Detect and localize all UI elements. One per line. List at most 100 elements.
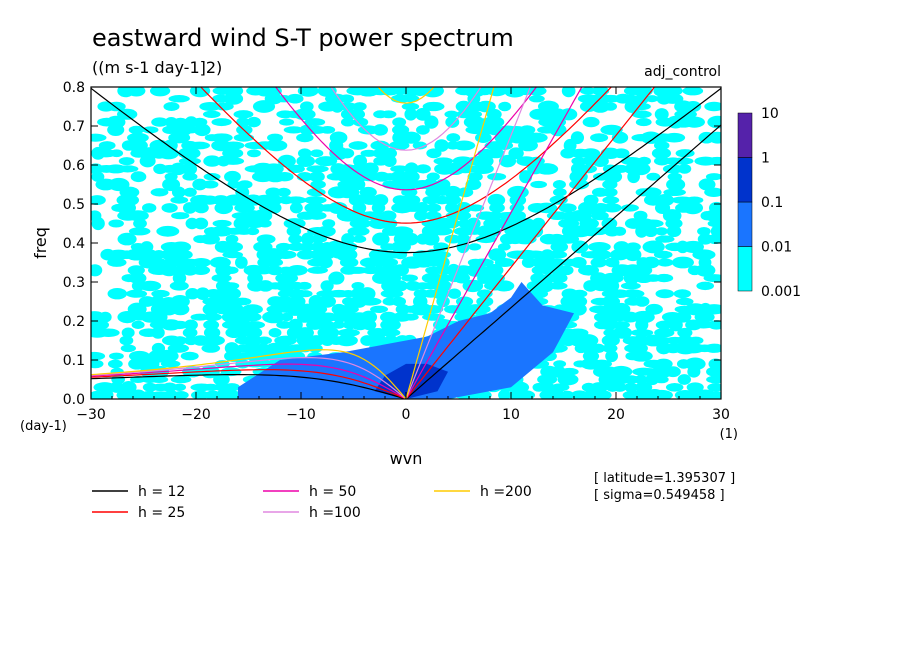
power-cell [473, 154, 494, 168]
power-cell [654, 108, 669, 121]
power-cell [224, 342, 239, 355]
power-cell [126, 289, 148, 298]
power-cell [320, 280, 334, 292]
power-cell [192, 178, 208, 191]
dispersion-curve [91, 374, 407, 399]
power-cell [654, 375, 669, 384]
power-cell [380, 210, 397, 221]
power-cell [552, 188, 567, 197]
power-cell [653, 156, 670, 166]
power-cell [169, 281, 189, 291]
power-cell [336, 241, 358, 253]
power-cell [602, 203, 622, 213]
power-cell [655, 320, 673, 330]
power-cell [468, 243, 482, 251]
power-cell [162, 382, 178, 393]
power-cell [156, 225, 180, 237]
power-cell [390, 226, 414, 237]
power-cell [288, 295, 306, 308]
power-cell [506, 210, 526, 221]
power-cell [549, 272, 568, 284]
power-cell [466, 263, 484, 277]
power-cell [446, 133, 461, 143]
dispersion-curves [91, 87, 721, 399]
power-cell [519, 125, 536, 135]
dispersion-curve [330, 87, 482, 151]
power-cell [655, 235, 675, 243]
power-cell [465, 179, 482, 190]
power-cell [117, 232, 137, 246]
power-cell [256, 336, 272, 345]
power-cell [571, 289, 588, 298]
power-cell [622, 94, 640, 103]
power-cell [339, 148, 355, 159]
power-cell [655, 289, 675, 299]
power-cell [708, 201, 721, 214]
power-cell [108, 219, 124, 228]
power-cell [686, 382, 704, 393]
power-cell [637, 156, 651, 166]
power-cell [416, 125, 430, 135]
power-cell [303, 196, 327, 204]
power-cell [209, 256, 231, 269]
power-cell [372, 232, 390, 246]
power-cell [531, 217, 546, 230]
y-tick-label: 0.5 [63, 197, 85, 213]
power-cell [320, 125, 336, 134]
power-cell [591, 211, 609, 221]
power-cell [631, 110, 652, 119]
x-tick-label: −30 [76, 407, 106, 423]
power-cell [185, 287, 200, 300]
power-cell [645, 95, 659, 103]
power-cell [455, 296, 474, 307]
power-cell [601, 295, 621, 308]
power-cell [433, 157, 454, 165]
dispersion-curve [199, 87, 613, 224]
power-cell [277, 154, 296, 168]
power-cell [434, 139, 449, 152]
power-cell [392, 124, 410, 136]
power-cell [220, 367, 242, 377]
power-cell [624, 248, 642, 262]
power-cell [487, 193, 506, 207]
power-cell [183, 187, 197, 197]
power-cell [583, 194, 599, 206]
power-cell [336, 186, 360, 199]
power-cell [352, 102, 367, 111]
power-cell [107, 359, 123, 369]
power-cell [150, 188, 169, 197]
power-cell [600, 124, 623, 136]
power-cell [704, 343, 721, 353]
power-cell [642, 240, 665, 254]
power-cell [560, 367, 579, 376]
power-cell [299, 101, 314, 112]
power-cell [415, 201, 429, 214]
power-cell [120, 380, 137, 394]
power-cell [276, 320, 293, 329]
power-cell [288, 318, 303, 332]
power-cell [109, 352, 124, 360]
power-cell [191, 265, 211, 275]
power-cell [509, 203, 525, 213]
power-cell [288, 234, 303, 244]
dispersion-curve [405, 87, 531, 399]
power-cell [528, 94, 545, 103]
power-cell [341, 233, 355, 246]
power-cell [227, 180, 241, 189]
dispersion-curve [91, 87, 721, 254]
power-cell [422, 101, 445, 112]
power-cell [665, 87, 683, 96]
power-cell [306, 165, 329, 173]
power-cell [128, 272, 147, 284]
power-cell [184, 319, 198, 331]
power-cell [316, 225, 336, 237]
power-cell [642, 256, 660, 269]
power-cell [707, 219, 721, 228]
power-cell [707, 383, 721, 392]
dispersion-curve [91, 356, 407, 399]
power-cell [645, 303, 663, 315]
x-axis: −30 −20 −10 0 10 20 30 [76, 87, 730, 423]
power-cell [304, 304, 328, 315]
power-cell [151, 326, 165, 339]
dispersion-curve [405, 87, 495, 399]
